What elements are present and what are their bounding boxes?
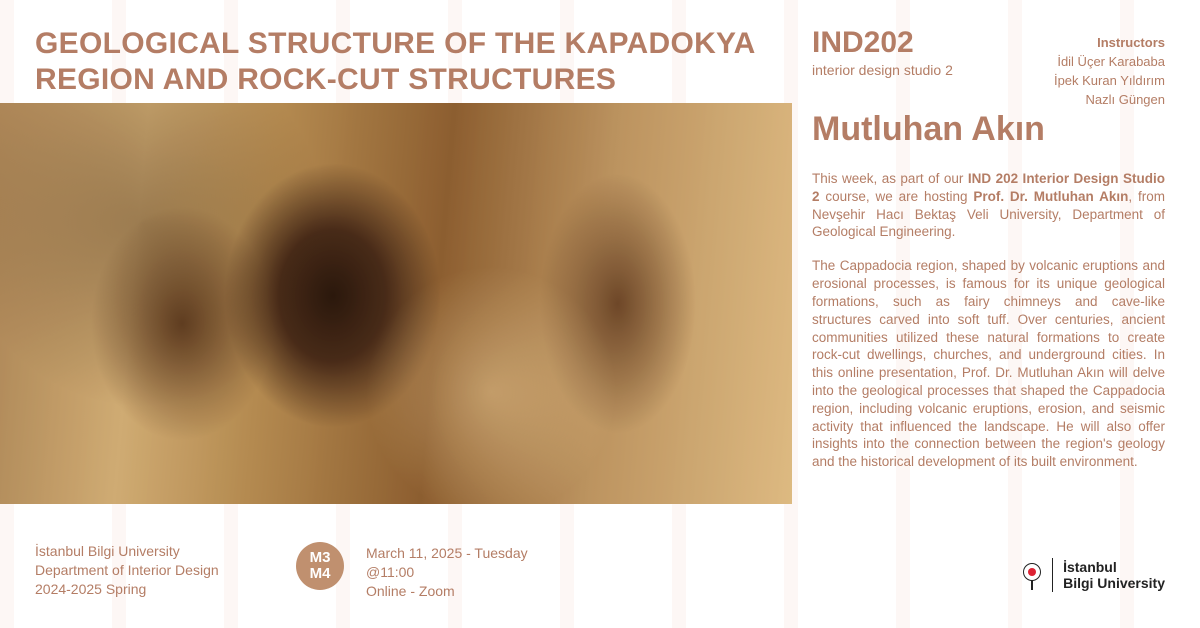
speaker-name: Mutluhan Akın — [812, 110, 1045, 149]
schedule-time: @11:00 — [366, 563, 528, 582]
logo-divider — [1052, 558, 1053, 592]
logo-line: Bilgi University — [1063, 575, 1165, 591]
university-logo: İstanbul Bilgi University — [1022, 558, 1165, 592]
instructors-label: Instructors — [1054, 34, 1165, 53]
logo-mark-icon — [1022, 560, 1042, 590]
course-block: IND202 interior design studio 2 — [812, 26, 953, 78]
course-name: interior design studio 2 — [812, 62, 953, 78]
badge-line: M3 — [310, 550, 331, 566]
logo-text: İstanbul Bilgi University — [1063, 559, 1165, 591]
instructor-name: Nazlı Güngen — [1054, 91, 1165, 110]
hero-image — [0, 103, 792, 504]
instructor-name: İpek Kuran Yıldırım — [1054, 72, 1165, 91]
term: 2024-2025 Spring — [35, 580, 219, 599]
description: This week, as part of our IND 202 Interi… — [812, 170, 1165, 487]
schedule: March 11, 2025 - Tuesday @11:00 Online -… — [366, 544, 528, 601]
badge-line: M4 — [310, 566, 331, 582]
university-name: İstanbul Bilgi University — [35, 542, 219, 561]
desc-text: course, we are hosting — [820, 189, 974, 204]
section-badge: M3 M4 — [296, 542, 344, 590]
schedule-where: Online - Zoom — [366, 582, 528, 601]
description-para-1: This week, as part of our IND 202 Interi… — [812, 170, 1165, 241]
schedule-date: March 11, 2025 - Tuesday — [366, 544, 528, 563]
instructors-block: Instructors İdil Üçer Karababa İpek Kura… — [1054, 34, 1165, 109]
course-code: IND202 — [812, 26, 953, 60]
desc-bold: Prof. Dr. Mutluhan Akın — [973, 189, 1128, 204]
department-name: Department of Interior Design — [35, 561, 219, 580]
lecture-title: GEOLOGICAL STRUCTURE OF THE KAPADOKYA RE… — [35, 26, 775, 98]
instructor-name: İdil Üçer Karababa — [1054, 53, 1165, 72]
footer-university: İstanbul Bilgi University Department of … — [35, 542, 219, 599]
desc-text: This week, as part of our — [812, 171, 968, 186]
page: GEOLOGICAL STRUCTURE OF THE KAPADOKYA RE… — [0, 0, 1200, 628]
description-para-2: The Cappadocia region, shaped by volcani… — [812, 257, 1165, 471]
logo-line: İstanbul — [1063, 559, 1165, 575]
